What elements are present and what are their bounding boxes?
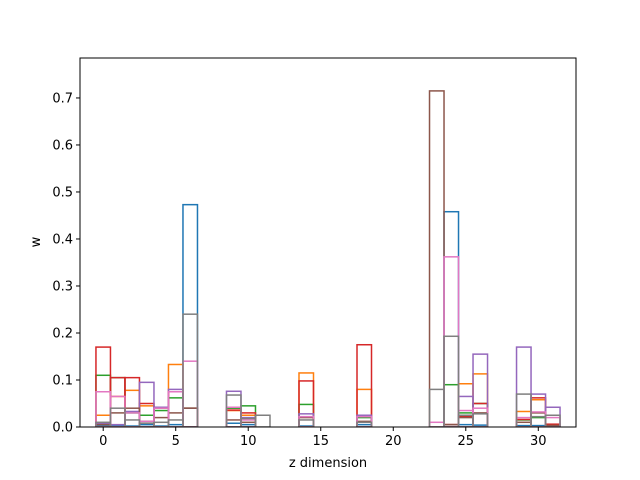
histogram-bar — [443, 335, 460, 427]
y-tick-label: 0.3 — [52, 279, 73, 294]
histogram-bar — [356, 343, 373, 427]
histogram-bar — [472, 413, 489, 427]
x-tick-label: 30 — [530, 434, 547, 449]
y-axis: 0.0 0.1 0.2 0.3 0.4 0.5 0.6 0.7 — [52, 91, 80, 436]
histogram-bar — [515, 393, 532, 427]
histogram-bar — [182, 313, 199, 427]
y-tick-label: 0.5 — [52, 185, 73, 200]
y-tick-label: 0.4 — [52, 232, 73, 247]
x-tick-label: 15 — [312, 434, 329, 449]
x-tick-label: 5 — [172, 434, 180, 449]
plot-frame — [79, 57, 577, 428]
x-axis-label: z dimension — [289, 456, 367, 471]
x-tick-label: 20 — [385, 434, 402, 449]
histogram-bar — [544, 414, 561, 427]
x-tick-label: 0 — [99, 434, 107, 449]
x-tick-label: 25 — [458, 434, 475, 449]
histogram-bar — [515, 346, 532, 427]
y-tick-label: 0.7 — [52, 91, 73, 106]
x-axis: 0 5 10 15 20 25 30 — [99, 427, 547, 449]
histogram-bar — [138, 381, 155, 427]
y-axis-label: w — [29, 236, 44, 247]
histogram-bar — [356, 421, 373, 427]
histogram-bar — [254, 414, 271, 427]
y-tick-label: 0.0 — [52, 421, 73, 436]
histogram-bar — [225, 394, 242, 427]
x-tick-label: 10 — [240, 434, 257, 449]
histogram-bar — [472, 353, 489, 427]
y-tick-label: 0.1 — [52, 373, 73, 388]
y-tick-label: 0.2 — [52, 326, 73, 341]
y-tick-label: 0.6 — [52, 138, 73, 153]
